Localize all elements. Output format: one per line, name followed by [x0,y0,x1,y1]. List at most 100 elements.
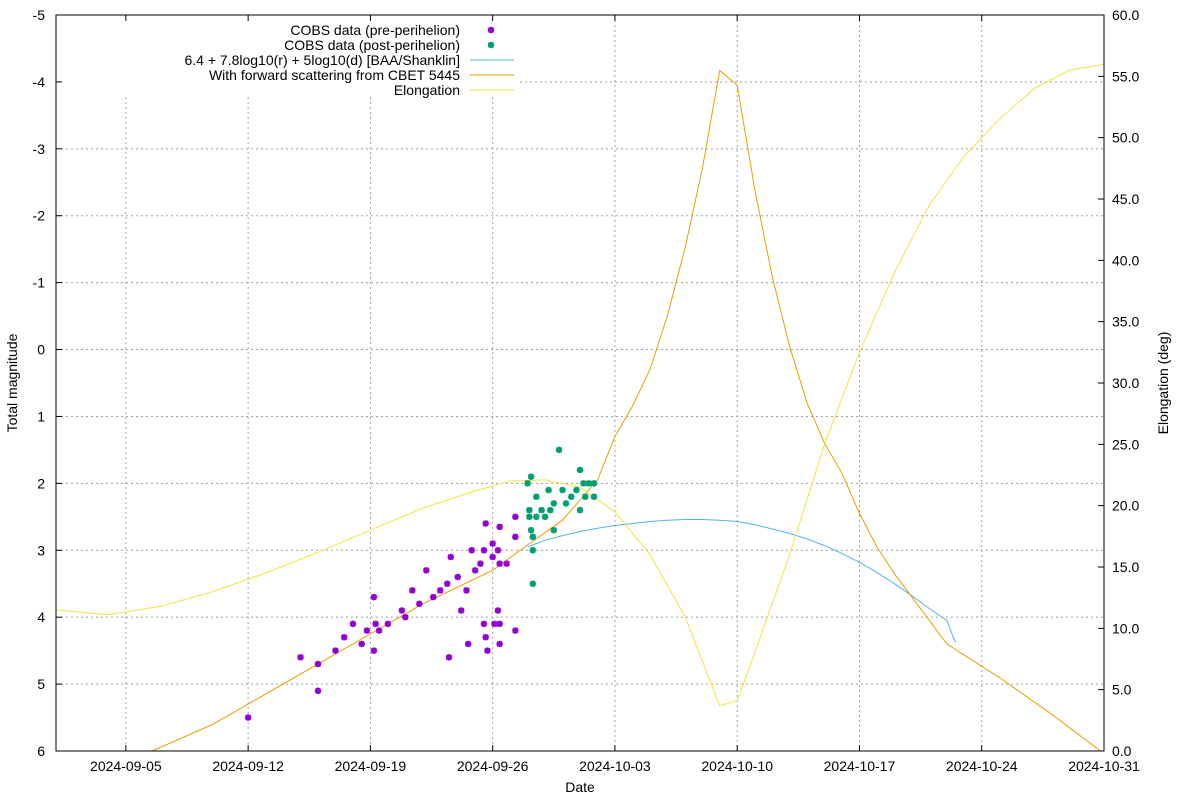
x-tick-label: 2024-10-03 [579,758,651,774]
legend-label-0: COBS data (pre-perihelion) [290,22,460,38]
data-point-0 [512,627,519,634]
y2-tick-label: 30.0 [1112,375,1139,391]
y-tick-label: 4 [37,609,45,625]
y-tick-label: 0 [37,342,45,358]
y-axis-ticks: -5 -4 -3 -2 -1 0 1 2 3 4 5 6 [33,7,62,759]
data-point-0 [512,513,519,521]
data-point-0 [458,607,465,614]
plot-frame [55,14,1105,752]
data-point-1 [568,493,575,500]
data-point-1 [582,493,589,500]
data-point-1 [562,500,570,507]
data-point-0 [332,647,339,654]
series-line-2 [527,519,956,643]
data-point-0 [489,553,496,561]
data-point-0 [297,654,304,661]
data-point-0 [444,580,451,587]
y-tick-label: 2 [37,475,45,491]
y2-tick-label: 45.0 [1112,191,1139,207]
series-line-3 [151,69,1101,751]
data-point-0 [480,547,488,554]
data-point-0 [370,647,378,654]
y-tick-label: 6 [37,743,45,759]
y2-tick-label: 20.0 [1112,498,1139,514]
data-point-1 [527,473,535,480]
data-point-0 [482,634,489,641]
x-tick-label: 2024-09-19 [335,758,407,774]
data-point-1 [585,480,592,487]
data-point-0 [489,540,496,547]
data-point-0 [314,660,322,668]
data-point-0 [416,600,423,607]
data-point-1 [573,486,580,494]
data-point-0 [496,640,503,648]
data-point-0 [363,627,371,634]
x-axis-ticks: 2024-09-05 2024-09-12 2024-09-19 2024-09-26… [90,15,1140,774]
data-point-1 [526,513,533,521]
data-point-1 [529,580,537,587]
data-point-0 [482,520,489,527]
y-tick-label: 5 [37,676,45,692]
legend-label-4: Elongation [394,82,460,98]
data-point-0 [472,567,479,574]
data-point-1 [529,533,537,541]
y2-tick-label: 40.0 [1112,252,1139,268]
data-point-1 [550,527,557,534]
y2-tick-label: 10.0 [1112,620,1139,636]
y-tick-label: -3 [33,141,46,157]
x-tick-label: 2024-09-26 [457,758,529,774]
legend-swatch-1 [487,41,495,49]
data-point-1 [533,513,540,521]
data-point-1 [526,506,533,514]
data-point-0 [463,587,470,594]
data-point-0 [372,620,379,628]
data-point-0 [496,620,503,628]
y-tick-label: -2 [33,208,46,224]
legend-label-3: With forward scattering from CBET 5445 [209,67,460,83]
y2-tick-label: 25.0 [1112,436,1139,452]
data-point-0 [445,654,453,661]
y-tick-label: -4 [33,74,46,90]
data-point-0 [477,560,484,567]
data-point-1 [547,506,554,514]
data-point-0 [398,607,406,614]
data-point-0 [491,620,498,628]
y2-axis-ticks: 0.0 5.0 10.0 15.0 20.0 25.0 30.0 35.0 40.0 45.0 50… [1098,7,1139,759]
data-point-1 [550,500,557,507]
data-point-0 [454,573,461,581]
y-axis-label: Total magnitude [4,333,20,432]
data-point-0 [480,620,488,628]
data-point-1 [541,513,549,521]
y2-tick-label: 0.0 [1112,743,1132,759]
data-point-0 [468,547,475,554]
x-tick-label: 2024-10-31 [1068,758,1140,774]
legend-label-1: COBS data (post-perihelion) [284,37,460,53]
x-axis-label: Date [565,779,595,795]
y-tick-label: 1 [37,408,45,424]
y-tick-label: -1 [33,275,46,291]
grid-lines [56,15,1105,751]
series-points [244,446,598,721]
x-tick-label: 2024-10-24 [946,758,1018,774]
data-point-0 [314,687,322,694]
data-point-1 [538,506,545,514]
data-point-0 [494,547,502,554]
data-point-0 [512,533,519,541]
data-point-0 [430,593,437,601]
data-point-0 [341,634,348,641]
data-point-0 [437,587,444,594]
data-point-1 [559,486,566,494]
data-point-0 [375,627,383,634]
data-point-0 [496,560,503,567]
data-point-1 [545,486,552,494]
data-point-0 [494,607,502,614]
data-point-0 [370,593,378,601]
y-tick-label: 3 [37,542,45,558]
data-point-1 [533,493,540,500]
data-point-0 [409,587,416,594]
data-point-1 [590,480,598,487]
y2-axis-label: Elongation (deg) [1155,332,1171,435]
data-point-1 [529,547,537,554]
data-point-1 [555,446,563,454]
